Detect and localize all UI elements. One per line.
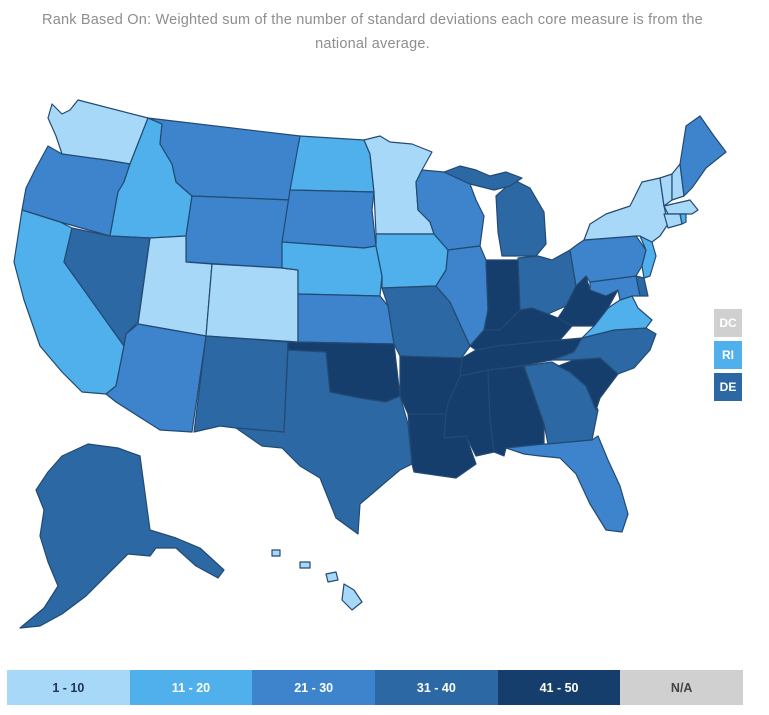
- legend-41-50[interactable]: 41 - 50: [497, 670, 621, 705]
- state-michigan-upper[interactable]: [443, 165, 523, 191]
- legend-1-10[interactable]: 1 - 10: [7, 670, 130, 705]
- state-rhode-island[interactable]: [679, 213, 687, 225]
- state-nevada[interactable]: [63, 227, 151, 347]
- state-new-jersey[interactable]: [639, 235, 657, 279]
- state-hawaii-big-island[interactable]: [341, 583, 363, 611]
- de-indicator[interactable]: DE: [714, 373, 742, 401]
- state-massachusetts[interactable]: [663, 199, 699, 215]
- rank-basis-subtitle: Rank Based On: Weighted sum of the numbe…: [42, 12, 703, 52]
- state-new-mexico[interactable]: [193, 335, 289, 433]
- state-iowa[interactable]: [375, 233, 449, 289]
- legend-21-30[interactable]: 21 - 30: [252, 670, 376, 705]
- state-michigan[interactable]: [495, 179, 547, 257]
- legend-na[interactable]: N/A: [620, 670, 744, 705]
- legend-11-20[interactable]: 11 - 20: [129, 670, 253, 705]
- state-texas[interactable]: [235, 349, 413, 535]
- state-wyoming[interactable]: [185, 195, 291, 269]
- state-hawaii-maui[interactable]: [325, 571, 339, 583]
- ri-indicator[interactable]: RI: [714, 341, 742, 369]
- legend-31-40[interactable]: 31 - 40: [375, 670, 498, 705]
- state-florida[interactable]: [505, 435, 629, 533]
- state-hawaii-oahu[interactable]: [299, 561, 311, 569]
- state-delaware[interactable]: [635, 275, 649, 297]
- rank-legend: 1 - 10 11 - 20 21 - 30 31 - 40 41 - 50 N…: [7, 670, 744, 705]
- state-new-york[interactable]: [583, 177, 669, 243]
- state-colorado[interactable]: [205, 263, 299, 343]
- state-alaska[interactable]: [19, 443, 225, 629]
- dc-indicator[interactable]: DC: [714, 309, 742, 337]
- state-hawaii-kauai[interactable]: [271, 549, 281, 557]
- state-georgia[interactable]: [523, 361, 599, 445]
- state-kansas[interactable]: [297, 293, 395, 345]
- state-maine[interactable]: [679, 115, 727, 197]
- state-arizona[interactable]: [105, 323, 207, 433]
- state-north-dakota[interactable]: [289, 135, 375, 193]
- state-south-dakota[interactable]: [281, 189, 377, 249]
